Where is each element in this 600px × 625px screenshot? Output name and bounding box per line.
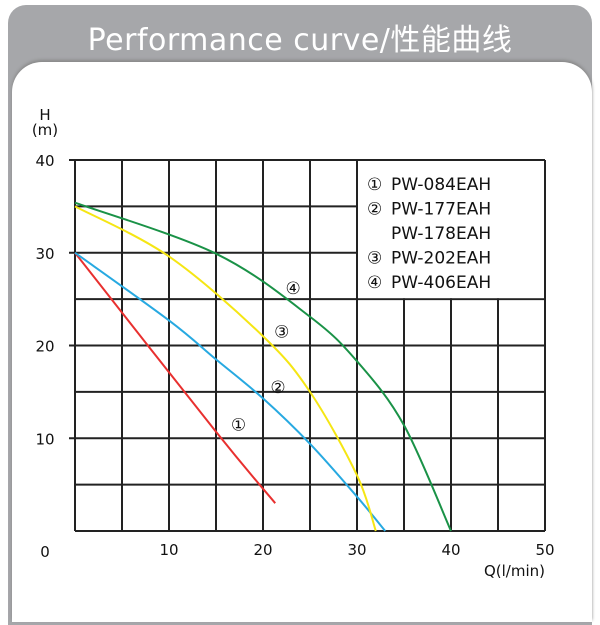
series-label-3: ③ <box>274 323 289 343</box>
series-label-1: ① <box>231 415 246 435</box>
legend-box <box>358 161 544 299</box>
legend-marker: ① <box>367 175 382 195</box>
series-line-3 <box>74 205 377 532</box>
legend-label: PW-406EAH <box>391 273 491 293</box>
y-tick-label: 20 <box>35 338 54 356</box>
legend-marker: ④ <box>367 273 382 293</box>
y-tick-label: 10 <box>35 430 54 448</box>
legend-label: PW-178EAH <box>391 224 491 244</box>
series-line-1 <box>74 252 276 504</box>
series-line-4 <box>74 201 452 532</box>
page-title: Performance curve/性能曲线 <box>87 23 513 58</box>
series-label-2: ② <box>270 378 285 398</box>
x-tick-label: 50 <box>535 541 554 559</box>
legend-label: PW-202EAH <box>391 249 491 269</box>
series-label-4: ④ <box>285 279 300 299</box>
y-tick-label: 40 <box>35 152 54 170</box>
y-tick-label: 30 <box>35 245 54 263</box>
x-axis-label: Q(l/min) <box>484 562 545 580</box>
x-tick-label: 40 <box>441 541 460 559</box>
legend-label: PW-177EAH <box>391 200 491 220</box>
x-tick-label: 10 <box>159 541 178 559</box>
x-tick-label: 20 <box>253 541 272 559</box>
performance-chart: ① PW-084EAH ② PW-177EAH PW-178EAH ③ PW-202EAH ④… <box>32 106 555 580</box>
chart-panel <box>12 62 592 622</box>
legend-marker: ③ <box>367 249 382 269</box>
legend-marker: ② <box>367 200 382 220</box>
y-axis-unit: (m) <box>32 121 58 139</box>
legend-label: PW-084EAH <box>391 175 491 195</box>
series-line-2 <box>74 251 386 532</box>
y-axis-label: H <box>39 106 50 124</box>
x-tick-label: 30 <box>347 541 366 559</box>
y-tick-label: 0 <box>40 543 50 561</box>
